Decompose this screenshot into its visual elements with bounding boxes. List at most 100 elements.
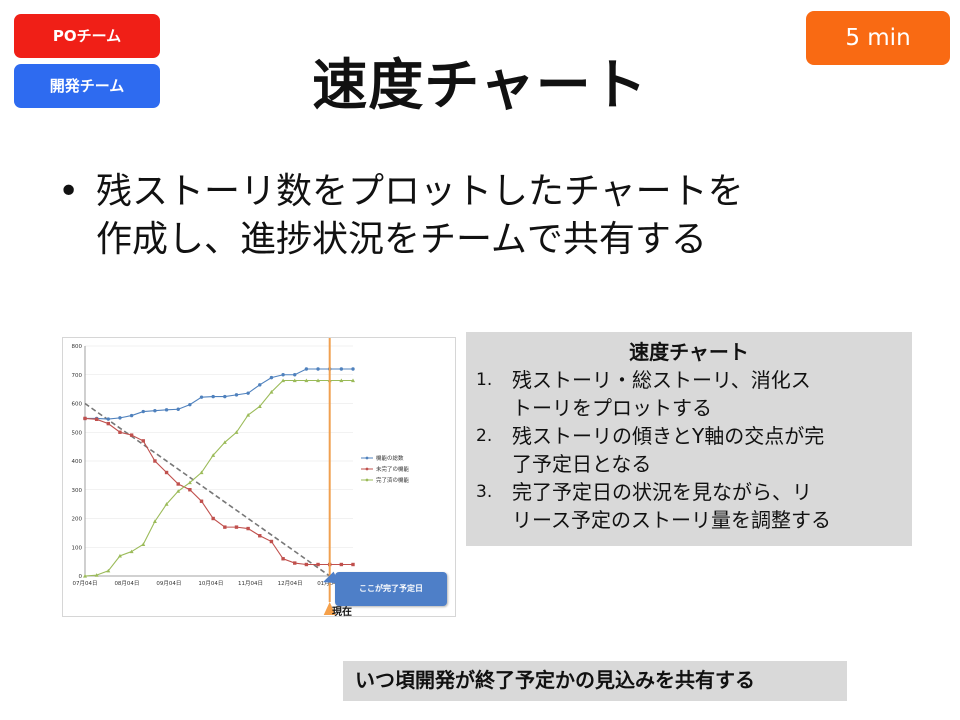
info-item: 3. 完了予定日の状況を見ながら、リ リース予定のストーリ量を調整する (476, 478, 902, 534)
completion-callout: ここが完了予定日 (335, 572, 447, 606)
data-point (211, 453, 216, 457)
data-point (141, 439, 145, 443)
y-tick-label: 500 (72, 430, 83, 436)
data-point (199, 470, 204, 475)
data-point (269, 539, 274, 544)
info-item-line: 完了予定日の状況を見ながら、リ (512, 480, 812, 504)
y-tick-label: 800 (72, 344, 83, 350)
info-item-number: 2. (476, 426, 493, 446)
legend-label: 未完了の機能 (376, 465, 410, 473)
data-point (351, 562, 355, 567)
info-item: 1. 残ストーリ・総ストーリ、消化ス トーリをプロットする (476, 366, 902, 422)
data-point (176, 482, 180, 486)
legend-marker (365, 467, 369, 471)
data-point (188, 402, 192, 407)
data-point (141, 542, 146, 546)
y-tick-label: 700 (72, 373, 83, 379)
info-item-line: トーリをプロットする (512, 396, 712, 420)
data-point (106, 421, 111, 426)
data-point (129, 433, 134, 437)
data-point (176, 407, 180, 411)
data-point (246, 391, 250, 395)
dev-team-tag: 開発チーム (14, 64, 160, 108)
info-title: 速度チャート (629, 340, 749, 364)
now-marker (323, 602, 336, 615)
data-point (316, 562, 320, 567)
legend-label: 完了済の機能 (376, 476, 410, 484)
bullet-text: 残ストーリ数をプロットしたチャートを 作成し、進捗状況をチームで共有する (96, 168, 744, 264)
timer-badge: 5 min (806, 11, 950, 65)
y-tick-label: 200 (72, 517, 83, 523)
data-point (222, 440, 227, 444)
data-point (258, 383, 262, 387)
info-item-line: 残ストーリの傾きとY軸の交点が完 (512, 424, 825, 448)
data-point (117, 553, 122, 558)
info-item-line: 残ストーリ・総ストーリ、消化ス (512, 368, 811, 392)
x-tick-label: 09月04日 (156, 580, 181, 587)
x-tick-label: 12月04日 (278, 580, 303, 587)
bullet-point: • 残ストーリ数をプロットしたチャートを 作成し、進捗状況をチームで共有する (58, 168, 918, 264)
data-point (234, 525, 239, 529)
data-point (234, 430, 239, 434)
data-point (94, 573, 99, 577)
y-tick-label: 400 (72, 459, 83, 465)
data-point (83, 574, 87, 578)
data-point (257, 404, 262, 408)
data-point (223, 525, 227, 529)
chart-svg: 0 100 200 300 400 500 600 700 800 07月04日 08月04日 09月… (72, 338, 410, 615)
slide-title: 速度チャート (312, 53, 648, 117)
y-tick-label: 0 (79, 574, 83, 580)
data-point (141, 409, 145, 414)
data-point (106, 568, 111, 573)
data-point (164, 408, 169, 412)
data-point (211, 394, 215, 399)
data-point (118, 416, 122, 420)
series-line (84, 379, 353, 577)
data-point (269, 390, 274, 394)
data-point (316, 378, 321, 383)
y-tick-label: 600 (72, 402, 83, 408)
x-tick-label: 07月04日 (73, 580, 98, 587)
data-point (234, 393, 239, 397)
data-point (188, 488, 192, 492)
data-point (129, 549, 134, 554)
data-point (164, 502, 169, 506)
data-point (293, 561, 297, 565)
x-tick-label: 08月04日 (114, 580, 139, 587)
data-point (223, 394, 227, 399)
data-point (292, 378, 297, 383)
y-tick-label: 100 (72, 545, 83, 551)
data-point (153, 459, 157, 463)
bottom-note: いつ頃開発が終了予定かの見込みを共有する (343, 661, 847, 701)
burndown-chart: 0 100 200 300 400 500 600 700 800 07月04日 08月04日 09月… (62, 337, 456, 617)
data-point (281, 557, 285, 561)
legend-marker (365, 456, 369, 460)
data-point (339, 562, 344, 567)
data-point (164, 470, 169, 475)
info-item-line: リース予定のストーリ量を調整する (512, 508, 831, 532)
info-item-number: 3. (476, 482, 493, 502)
data-point (293, 373, 297, 377)
data-point (246, 526, 250, 531)
bullet-line-1: 残ストーリ数をプロットしたチャートを (96, 171, 744, 212)
data-point (106, 417, 111, 421)
series-line (85, 368, 353, 420)
data-point (199, 499, 204, 503)
po-team-tag: POチーム (14, 14, 160, 58)
data-point (304, 562, 309, 567)
bullet-dot-icon: • (58, 171, 80, 212)
data-point (269, 375, 274, 380)
data-point (339, 378, 344, 383)
data-point (187, 480, 192, 485)
data-point (351, 378, 355, 383)
y-tick-label: 300 (72, 488, 83, 494)
trend-line (84, 402, 331, 577)
data-point (258, 534, 262, 538)
data-point (246, 413, 251, 417)
x-tick-label: 10月04日 (198, 580, 223, 587)
info-list: 1. 残ストーリ・総ストーリ、消化ス トーリをプロットする 2. 残ストーリの傾き… (476, 366, 902, 534)
info-item: 2. 残ストーリの傾きとY軸の交点が完 了予定日となる (476, 422, 902, 478)
data-point (83, 416, 87, 421)
data-point (316, 367, 320, 371)
data-point (304, 367, 309, 371)
